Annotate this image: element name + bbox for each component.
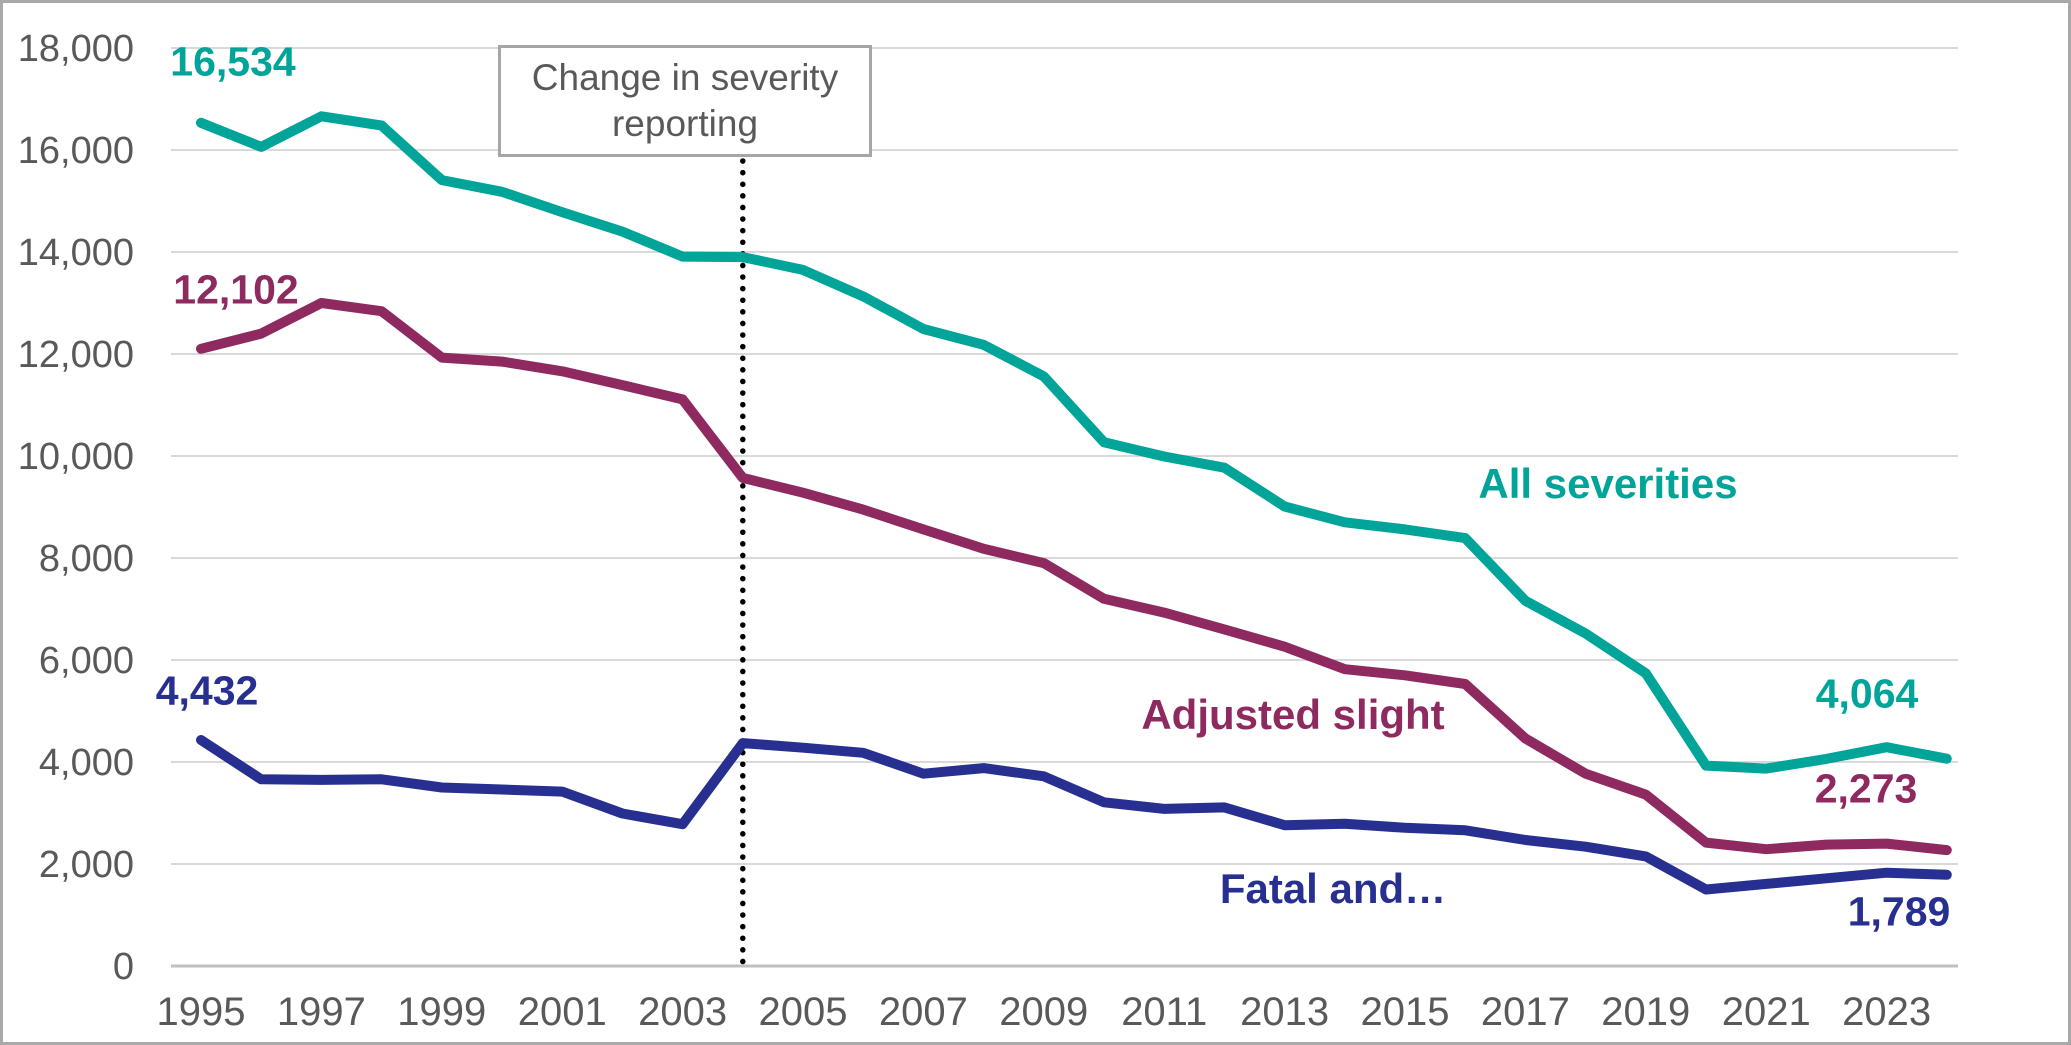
x-axis-tick-label: 2021 [1722, 990, 1811, 1034]
y-axis-tick-label: 14,000 [18, 232, 134, 274]
line-chart: 0 2,000 4,000 6,000 8,000 10,000 12,000 14,000 1… [18, 28, 1958, 1034]
y-axis-tick-label: 2,000 [39, 844, 134, 886]
y-axis-tick-label: 4,000 [39, 742, 134, 784]
x-axis-tick-label: 2005 [759, 990, 848, 1034]
x-axis-tick-label: 1997 [277, 990, 366, 1034]
y-axis-tick-label: 10,000 [18, 436, 134, 478]
y-axis-tick-label: 12,000 [18, 334, 134, 376]
x-axis-tick-label: 2013 [1240, 990, 1329, 1034]
x-axis-tick-label: 2015 [1361, 990, 1450, 1034]
x-axis-tick-label: 2019 [1601, 990, 1690, 1034]
y-axis-tick-label: 0 [113, 946, 134, 988]
x-axis-tick-label: 1999 [397, 990, 486, 1034]
x-axis-tick-label: 2007 [879, 990, 968, 1034]
x-axis-tick-label: 1995 [157, 990, 246, 1034]
x-axis-tick-label: 2001 [518, 990, 607, 1034]
x-axis-tick-label: 2017 [1481, 990, 1570, 1034]
x-axis-tick-label: 2003 [638, 990, 727, 1034]
series-line-adjusted-slight [196, 298, 1952, 856]
x-axis-tick-label: 2011 [1121, 990, 1207, 1034]
x-axis-tick-label: 2009 [999, 990, 1088, 1034]
x-axis-tick-label: 2023 [1842, 990, 1931, 1034]
y-axis-tick-label: 16,000 [18, 130, 134, 172]
y-axis-tick-label: 8,000 [39, 538, 134, 580]
y-axis-tick-label: 6,000 [39, 640, 134, 682]
series-line-all-severities [196, 111, 1952, 774]
series-line-fatal-and [196, 735, 1952, 895]
y-axis-tick-label: 18,000 [18, 28, 134, 70]
